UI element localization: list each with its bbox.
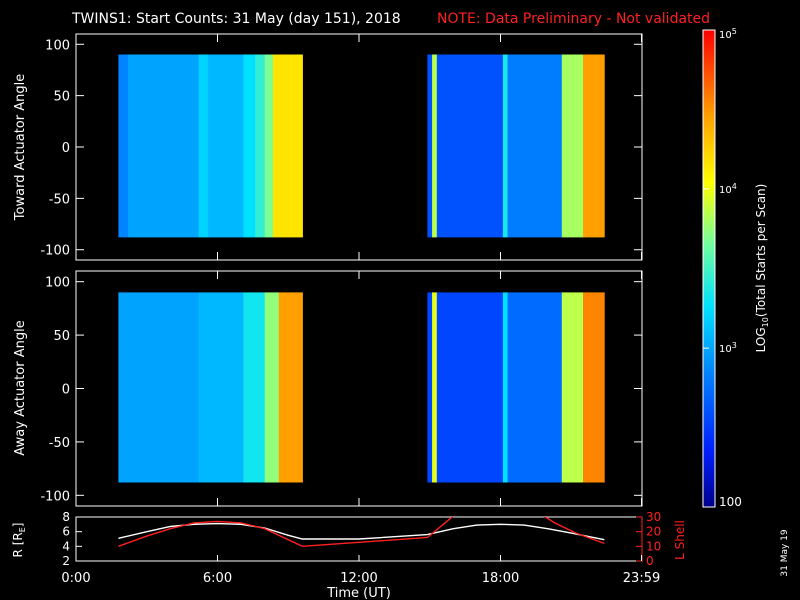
away-segment-1-band-3 — [502, 292, 509, 483]
away-ytick-label-3: -50 — [49, 436, 70, 451]
toward-ylabel: Toward Actuator Angle — [13, 74, 28, 221]
xtick-label-0: 0:00 — [61, 571, 90, 586]
lshell-series-line-1 — [118, 517, 454, 548]
colorbar-tick-base-0: 10 — [719, 30, 732, 41]
colorbar-gradient — [702, 29, 716, 508]
toward-ytick-label-1: 50 — [53, 90, 70, 105]
toward-segment-0-band-1 — [127, 54, 200, 238]
colorbar-tick-base-2: 10 — [719, 344, 732, 355]
xtick-label-3: 18:00 — [482, 571, 519, 586]
away-segment-1-band-1 — [432, 292, 438, 483]
toward-segment-1-band-0 — [427, 54, 433, 238]
away-segment-1-band-6 — [583, 292, 605, 483]
away-ytick-label-0: 100 — [45, 276, 70, 291]
colorbar-tick-base-3: 100 — [719, 495, 742, 509]
toward-segment-0-band-4 — [243, 54, 256, 238]
away-ytick-label-1: 50 — [53, 329, 70, 344]
colorbar-tick-label-2: 103 — [719, 341, 737, 355]
r-label-sub: E — [18, 527, 27, 532]
colorbar-tick-exponent-0: 5 — [732, 27, 737, 36]
away-segment-0-band-2 — [243, 292, 266, 483]
r-label-end: ] — [11, 523, 25, 528]
toward-ytick-label-0: 100 — [45, 38, 70, 53]
orbit-ytick-left-label-1: 6 — [62, 525, 70, 539]
toward-segment-1-band-5 — [561, 54, 584, 238]
toward-ytick-label-4: -100 — [40, 244, 70, 259]
xtick-label-4: 23:59 — [623, 571, 660, 586]
toward-segment-0-band-0 — [118, 54, 129, 238]
colorbar-label-b: (Total Starts per Scan) — [754, 184, 768, 318]
away-ytick-label-4: -100 — [40, 489, 70, 504]
orbit-ytick-right-label-3: 0 — [646, 554, 654, 568]
r-label: R [R — [11, 532, 25, 557]
toward-segment-0-band-6 — [264, 54, 274, 238]
chart-note: NOTE: Data Preliminary - Not validated — [437, 11, 710, 27]
xaxis-title: Time (UT) — [326, 586, 391, 600]
away-segment-0-band-4 — [278, 292, 303, 483]
colorbar-tick-label-0: 105 — [719, 27, 737, 41]
away-segment-1-band-0 — [427, 292, 433, 483]
away-segment-1-band-5 — [561, 292, 584, 483]
away-ytick-label-2: 0 — [62, 383, 70, 398]
xtick-label-1: 6:00 — [203, 571, 232, 586]
toward-segment-1-band-6 — [583, 54, 605, 238]
orbit-ytick-right-label-0: 30 — [646, 510, 661, 524]
toward-panel: 100 50 0 -50 -100 Toward Actuator Angle — [13, 33, 643, 261]
orbit-ytick-left-label-3: 2 — [62, 554, 70, 568]
toward-segment-0-band-5 — [255, 54, 266, 238]
toward-segment-0-band-7 — [272, 54, 303, 238]
colorbar-tick-base-1: 10 — [719, 185, 732, 196]
orbit-ylabel-right: L Shell — [673, 520, 687, 560]
away-segment-1-band-4 — [507, 292, 563, 483]
toward-segment-1-band-2 — [436, 54, 504, 238]
orbit-ylabel-left: R [RE] — [11, 523, 27, 558]
colorbar-tick-label-3: 100 — [719, 495, 742, 509]
away-segment-0-band-3 — [264, 292, 280, 483]
away-ylabel: Away Actuator Angle — [13, 320, 28, 455]
colorbar-label-sub: 10 — [761, 317, 770, 327]
toward-segment-1-band-3 — [502, 54, 509, 238]
xtick-label-2: 12:00 — [340, 571, 377, 586]
colorbar-tick-exponent-2: 3 — [732, 341, 737, 350]
toward-ytick-label-3: -50 — [49, 192, 70, 207]
toward-segment-1-band-4 — [507, 54, 563, 238]
colorbar-label-a: LOG — [754, 327, 768, 352]
date-stamp: 31 May 19 — [780, 529, 790, 577]
r-series-line — [118, 522, 605, 541]
away-segment-1-band-2 — [436, 292, 504, 483]
away-segment-0-band-1 — [198, 292, 244, 483]
lshell-series-line-2 — [543, 517, 605, 545]
toward-segment-0-band-2 — [198, 54, 209, 238]
orbit-ytick-left-label-0: 8 — [62, 510, 70, 524]
orbit-ytick-left-label-2: 4 — [62, 539, 70, 553]
orbit-ytick-right-label-1: 20 — [646, 525, 661, 539]
toward-segment-0-band-3 — [208, 54, 244, 238]
orbit-ytick-right-label-2: 10 — [646, 539, 661, 553]
away-panel: 100 50 0 -50 -100 Away Actuator Angle — [13, 270, 643, 507]
colorbar-label: LOG10(Total Starts per Scan) — [754, 184, 770, 353]
toward-segment-1-band-1 — [432, 54, 438, 238]
away-segment-0-band-0 — [118, 292, 200, 483]
toward-ytick-label-2: 0 — [62, 141, 70, 156]
colorbar-tick-exponent-1: 4 — [732, 182, 737, 191]
chart-title: TWINS1: Start Counts: 31 May (day 151), … — [71, 11, 401, 27]
colorbar-tick-label-1: 104 — [719, 182, 737, 196]
